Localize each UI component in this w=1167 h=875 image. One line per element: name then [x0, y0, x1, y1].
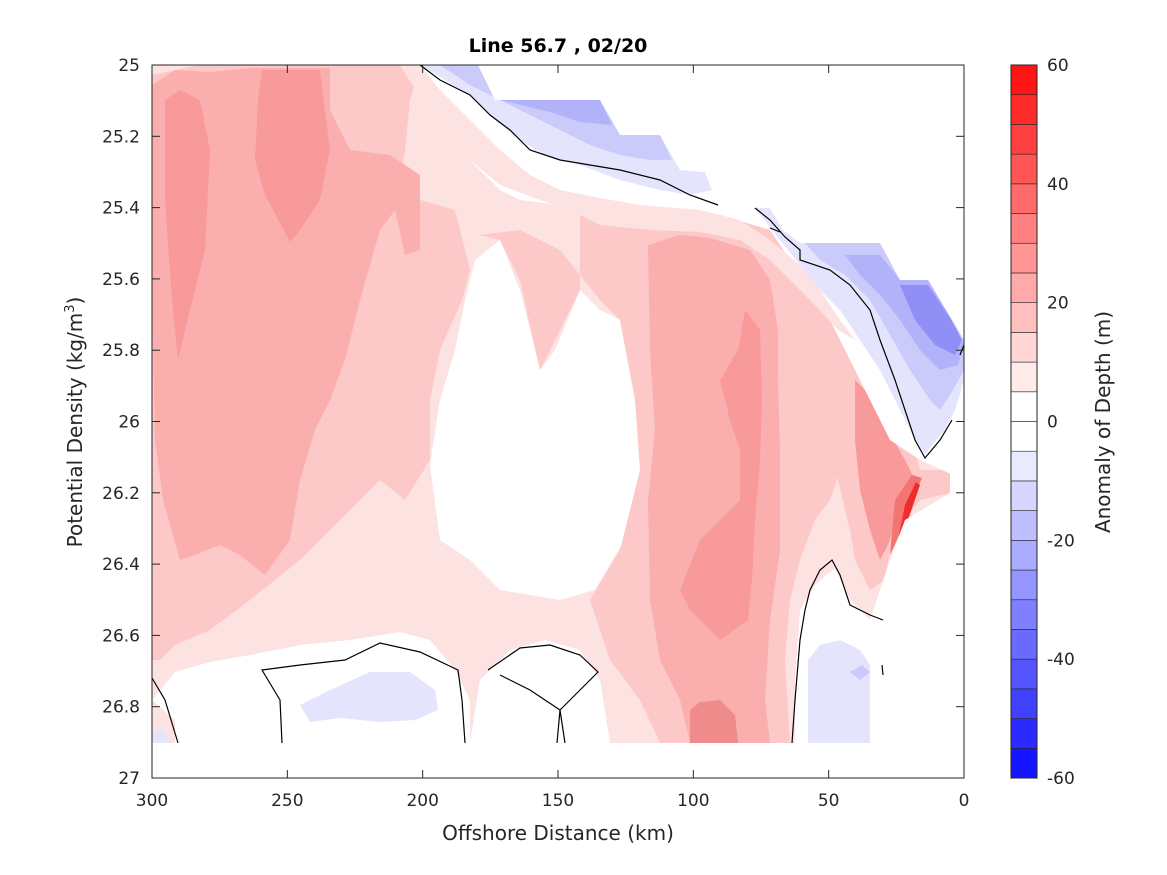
y-axis-label-close: ): [63, 297, 87, 305]
colorbar-segment: [1010, 569, 1038, 601]
colorbar-frame: [1010, 64, 1038, 779]
contour-fills: [152, 65, 964, 743]
zero-contour-nearshore-tick: [881, 664, 884, 676]
colorbar-segment: [1010, 391, 1038, 422]
x-tick-label: 200: [406, 791, 438, 811]
colorbar-segment: [1010, 64, 1038, 96]
x-axis-label: Offshore Distance (km): [442, 821, 674, 845]
zero-contour-bottom-left: [151, 677, 179, 744]
mid-shelf-anomaly-level-25: [690, 700, 738, 743]
nearshore-negative-level-5: [755, 208, 964, 455]
deep-negative-blob: [300, 672, 438, 722]
y-tick-label: 25.6: [102, 270, 140, 290]
y-axis-label-main: Potential Density (kg/m: [63, 313, 87, 548]
zero-contour-nearshore-lower: [791, 559, 884, 744]
x-tick-label: 300: [136, 791, 168, 811]
colorbar-label: Anomaly of Depth (m): [1091, 311, 1115, 533]
colorbar-tick-label: 0: [1047, 413, 1058, 433]
y-tick-label: 25.8: [102, 341, 140, 361]
mid-white-zone: [430, 240, 645, 600]
right-margin-white: [870, 470, 964, 743]
colorbar-segment: [1010, 302, 1038, 333]
x-tick-label: 0: [959, 791, 970, 811]
y-tick-label: 26: [118, 413, 140, 433]
offshore-anomaly-level-15: [152, 68, 420, 575]
colorbar-tick-label: -40: [1047, 650, 1075, 670]
y-axis-label: Potential Density (kg/m3): [63, 297, 87, 548]
x-tick-label: 150: [542, 791, 574, 811]
x-tick-label: 250: [271, 791, 303, 811]
nearshore-negative-level-30: [900, 285, 962, 355]
colorbar-tick-label: 40: [1047, 175, 1069, 195]
colorbar-segment: [1010, 450, 1038, 482]
y-tick-label: 26.6: [102, 626, 140, 646]
colorbar-segment: [1010, 540, 1038, 571]
mid-shelf-anomaly-level-15: [648, 235, 780, 743]
colorbar-segment: [1010, 242, 1038, 274]
y-tick-label: 26.2: [102, 484, 140, 504]
y-tick-label: 25.2: [102, 127, 140, 147]
offshore-anomaly-level-20b: [255, 70, 330, 242]
colorbar-segment: [1010, 510, 1038, 541]
colorbar-segment: [1010, 153, 1038, 185]
colorbar-segment: [1010, 718, 1038, 749]
zero-contour-deep-wedge: [487, 644, 599, 744]
colorbar-segment: [1010, 599, 1038, 630]
zero-contour-gap-marker: [769, 227, 781, 233]
nearshore-deep-negative-blob: [808, 640, 870, 743]
colorbar-segment: [1010, 94, 1038, 125]
colorbar-segment: [1010, 183, 1038, 214]
y-tick-label: 25: [118, 56, 140, 76]
y-tick-label: 27: [118, 769, 140, 789]
colorbar-tick-label: -20: [1047, 531, 1075, 551]
zero-contour-upper: [419, 64, 719, 206]
y-tick-label: 26.8: [102, 698, 140, 718]
zero-contour-deep-loop: [261, 642, 466, 744]
mid-shelf-anomaly-level-20: [680, 310, 762, 640]
y-axis-ticks: 25 25.2 25.4 25.6 25.8 26 26.2 26.4 26.6 26.8 27: [102, 56, 964, 789]
colorbar-segment: [1010, 747, 1038, 779]
colorbar-segment: [1010, 361, 1038, 393]
colorbar-segment: [1010, 480, 1038, 511]
chart-title: Line 56.7 , 02/20: [469, 35, 648, 57]
zero-contour-upper-right: [754, 207, 953, 460]
near-surface-negative-level-15: [500, 100, 612, 125]
nearshore-anomaly-level-15: [855, 380, 915, 560]
x-axis-ticks: 300 250 200 150 100 50 0: [136, 65, 970, 811]
zero-contours: [151, 64, 965, 744]
no-data-right-boundary: [478, 65, 964, 330]
colorbar-tick-label: -60: [1047, 769, 1075, 789]
colorbar-tick-label: 60: [1047, 56, 1069, 76]
colorbar-segment: [1010, 332, 1038, 363]
colorbar-segment: [1010, 213, 1038, 244]
colorbar: 60 40 20 0 -20 -40 -60: [1010, 56, 1075, 789]
colorbar-segment: [1010, 124, 1038, 155]
colorbar-segment: [1010, 421, 1038, 452]
colorbar-segment: [1010, 658, 1038, 690]
colorbar-segment: [1010, 272, 1038, 303]
colorbar-segment: [1010, 688, 1038, 719]
y-tick-label: 26.4: [102, 555, 140, 575]
bottom-left-negative-corner: [152, 730, 168, 743]
nearshore-deep-negative-core: [850, 665, 870, 680]
bottom-mid-white: [470, 640, 610, 743]
y-axis-label-superscript: 3: [63, 304, 78, 312]
x-tick-label: 100: [677, 791, 709, 811]
offshore-anomaly-level-20: [165, 90, 210, 360]
x-tick-label: 50: [818, 791, 840, 811]
y-tick-label: 25.4: [102, 199, 140, 219]
colorbar-segment: [1010, 629, 1038, 660]
colorbar-tick-label: 20: [1047, 294, 1069, 314]
